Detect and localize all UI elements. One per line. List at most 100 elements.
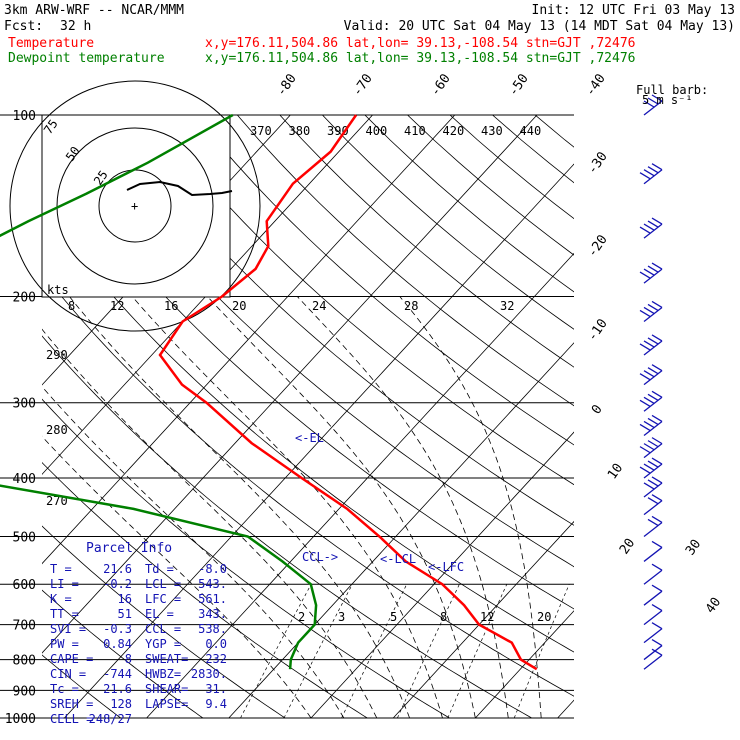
isotherm-line (475, 610, 574, 718)
dry-adiabat-line (279, 115, 574, 368)
parcel-info-cell: LCL = (145, 577, 181, 591)
theta-side-label: 290 (46, 348, 68, 362)
parcel-info-cell: CCL = (145, 622, 181, 636)
parcel-info-panel: Parcel Info T = 21.6 Td = -8.0 LI = -0.2 LCL =… (50, 541, 227, 726)
dewpoint-station-info: x,y=176.11,504.86 lat,lon= 39.13,-108.54… (205, 51, 635, 66)
wind-barb (639, 457, 663, 479)
isotherm-label: -70 (350, 71, 376, 99)
isotherm-label: 10 (605, 461, 626, 482)
mixing-ratio-line (513, 584, 570, 718)
parcel-info-cell: 538. (198, 622, 227, 636)
dry-adiabat-line (109, 115, 574, 526)
pressure-tick-label: 400 (13, 472, 36, 487)
lfc-marker: <-LFC (428, 560, 464, 574)
parcel-info-cell: -0.3 (103, 622, 132, 636)
theta-label: 420 (443, 124, 465, 138)
dry-adiabat-line (534, 115, 574, 148)
theta-side-label: 280 (46, 423, 68, 437)
parcel-info-cell: SREH = (50, 697, 93, 711)
parcel-info-cell: 232 (205, 652, 227, 666)
wind-barb (643, 563, 663, 585)
mixing-ratio-label: 8 (440, 610, 447, 624)
wind-barb (639, 163, 663, 185)
parcel-info-cell: 248/27 (89, 712, 132, 726)
isotherm-line (146, 252, 574, 718)
parcel-info-cell: CELL = (50, 712, 93, 726)
mixing-ratio-label: 16 (164, 299, 178, 313)
wind-barb (639, 217, 663, 239)
isotherm-label: -60 (428, 71, 454, 99)
parcel-info-cell: 543. (198, 577, 227, 591)
ccl-marker: CCL-> (302, 550, 338, 564)
isotherm-label: 0 (589, 402, 606, 417)
isotherm-line (64, 163, 574, 718)
moist-adiabat-line (399, 296, 542, 718)
dry-adiabat-line (42, 654, 121, 718)
wind-barb (643, 540, 663, 562)
parcel-info-cell: 343. (198, 607, 227, 621)
valid-time: Valid: 20 UTC Sat 04 May 13 (14 MDT Sat … (344, 19, 735, 34)
mixing-ratio-line (397, 584, 460, 718)
wind-barb (639, 414, 663, 436)
parcel-info-cell: SVI = (50, 622, 86, 636)
isotherm-label: -30 (585, 149, 611, 177)
lcl-marker: <-LCL (380, 552, 416, 566)
temperature-station-info: x,y=176.11,504.86 lat,lon= 39.13,-108.54… (205, 36, 635, 51)
dry-adiabat-line (42, 398, 450, 718)
dry-adiabat-line (42, 207, 574, 653)
parcel-info-cell: Td = (145, 562, 174, 576)
parcel-info-cell: 21.6 (103, 682, 132, 696)
hodograph-ring-label: 50 (63, 144, 83, 164)
parcel-info-cell: SHEAR= (145, 682, 188, 696)
parcel-info-title: Parcel Info (86, 541, 172, 556)
dry-adiabat-line (236, 115, 574, 407)
isotherm-label: -80 (274, 71, 300, 99)
mixing-ratio-line (447, 584, 508, 718)
hodograph-units: kts (47, 283, 69, 297)
parcel-info-cell: K = (50, 592, 72, 606)
dry-adiabat-line (151, 115, 574, 486)
wind-barb (643, 515, 663, 537)
parcel-info-cell: HWBZ= (145, 667, 181, 681)
forecast-label: Fcst: (4, 19, 43, 34)
mixing-ratio-label: 5 (390, 610, 397, 624)
temperature-series-line (158, 114, 538, 671)
parcel-info-cell: LAPSE= (145, 697, 188, 711)
sounding-series (0, 113, 538, 671)
isotherm-label: 40 (703, 595, 724, 616)
wind-barb (643, 94, 663, 116)
hodograph-ring (9, 80, 261, 332)
parcel-info-cell: PW = (50, 637, 79, 651)
isotherm-line (42, 115, 373, 475)
wind-barb (643, 648, 663, 670)
mixing-ratio-label: 24 (312, 299, 326, 313)
hodograph-frame (41, 114, 231, 298)
mixing-ratio-label: 28 (404, 299, 418, 313)
barb-legend-title: Full barb: (636, 83, 708, 97)
isotherm-label: 30 (683, 537, 704, 558)
pressure-tick-label: 100 (13, 109, 36, 124)
parcel-info-cell: 561. (198, 592, 227, 606)
theta-label: 410 (404, 124, 426, 138)
wind-barb (639, 390, 663, 412)
dry-adiabat-line (492, 115, 574, 184)
theta-label: 370 (250, 124, 272, 138)
svg-text:+: + (131, 199, 138, 213)
wind-barb (643, 622, 663, 644)
parcel-info-cell: -8.0 (198, 562, 227, 576)
isotherm-line (557, 699, 574, 718)
hodograph-trace (126, 180, 233, 197)
parcel-info-cell: Tc = (50, 682, 79, 696)
parcel-info-cell: 21.6 (103, 562, 132, 576)
parcel-info-cell: T = (50, 562, 72, 576)
parcel-info-cell: EL = (145, 607, 174, 621)
dry-adiabat-line (42, 271, 574, 697)
parcel-info-cell: 8 (125, 652, 132, 666)
isotherm-line (392, 520, 574, 718)
isotherm-line (42, 115, 456, 565)
theta-label: 380 (289, 124, 311, 138)
wind-barb (643, 604, 663, 626)
wind-barb (643, 476, 663, 498)
isotherm-label: -20 (585, 232, 611, 260)
mixing-ratio-label: 20 (537, 610, 551, 624)
